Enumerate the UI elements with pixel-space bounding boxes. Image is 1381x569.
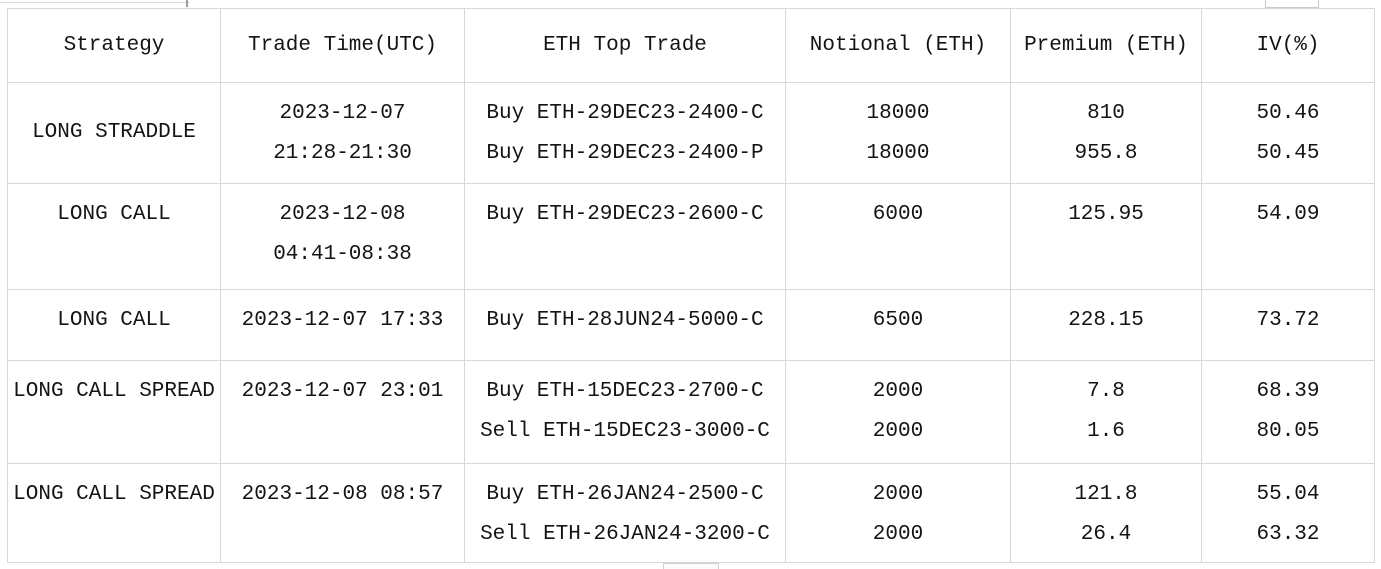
trade-time-cell[interactable]: 2023-12-07 21:28-21:30 xyxy=(221,83,465,184)
trade-cell[interactable]: Buy ETH-29DEC23-2600-C xyxy=(465,184,786,290)
trade-cell-line: Sell ETH-15DEC23-3000-C xyxy=(480,420,770,443)
trade-cell-line: Buy ETH-29DEC23-2400-P xyxy=(486,142,764,165)
table-grid: Strategy Trade Time(UTC) ETH Top Trade N… xyxy=(7,8,1375,563)
trade-time-cell[interactable]: 2023-12-07 17:33 xyxy=(221,290,465,361)
trade-cell-line: Buy ETH-28JUN24-5000-C xyxy=(486,309,764,332)
strategy-cell-line: LONG CALL SPREAD xyxy=(13,380,215,403)
notional-cell-line: 18000 xyxy=(866,142,930,165)
iv-cell[interactable]: 68.39 80.05 xyxy=(1202,361,1375,464)
strategy-cell-line: LONG STRADDLE xyxy=(32,121,196,144)
trade-time-cell[interactable]: 2023-12-07 23:01 xyxy=(221,361,465,464)
partial-cell-tick xyxy=(186,0,188,7)
strategy-cell[interactable]: LONG STRADDLE xyxy=(8,83,221,184)
partial-cell-bottom xyxy=(663,563,719,569)
premium-cell-line: 7.8 xyxy=(1087,380,1125,403)
premium-cell-line: 955.8 xyxy=(1074,142,1138,165)
trade-time-cell-line: 04:41-08:38 xyxy=(273,243,412,266)
premium-cell-line: 228.15 xyxy=(1068,309,1144,332)
trade-cell[interactable]: Buy ETH-26JAN24-2500-C Sell ETH-26JAN24-3… xyxy=(465,464,786,563)
partial-cell-top-left xyxy=(0,0,190,3)
trade-cell-line: Sell ETH-26JAN24-3200-C xyxy=(480,523,770,546)
iv-cell[interactable]: 55.04 63.32 xyxy=(1202,464,1375,563)
premium-cell[interactable]: 810 955.8 xyxy=(1011,83,1202,184)
strategy-cell[interactable]: LONG CALL xyxy=(8,290,221,361)
header-eth-top-trade[interactable]: ETH Top Trade xyxy=(465,9,786,83)
notional-cell[interactable]: 6500 xyxy=(786,290,1011,361)
trade-time-cell-line: 2023-12-07 17:33 xyxy=(241,309,444,332)
notional-cell[interactable]: 2000 2000 xyxy=(786,361,1011,464)
premium-cell[interactable]: 228.15 xyxy=(1011,290,1202,361)
header-iv[interactable]: IV(%) xyxy=(1202,9,1375,83)
notional-cell-line: 2000 xyxy=(872,523,924,546)
trade-cell[interactable]: Buy ETH-28JUN24-5000-C xyxy=(465,290,786,361)
strategy-cell-line: LONG CALL SPREAD xyxy=(13,483,215,506)
trade-cell-line: Buy ETH-26JAN24-2500-C xyxy=(486,483,764,506)
trade-cell[interactable]: Buy ETH-15DEC23-2700-C Sell ETH-15DEC23-3… xyxy=(465,361,786,464)
premium-cell[interactable]: 125.95 xyxy=(1011,184,1202,290)
trade-time-cell-line: 21:28-21:30 xyxy=(273,142,412,165)
notional-cell[interactable]: 2000 2000 xyxy=(786,464,1011,563)
trade-time-cell-line: 2023-12-08 08:57 xyxy=(241,483,444,506)
trade-cell-line: Buy ETH-29DEC23-2400-C xyxy=(486,102,764,125)
iv-cell-line: 55.04 xyxy=(1256,483,1320,506)
trade-time-cell-line: 2023-12-07 xyxy=(279,102,406,125)
strategy-cell[interactable]: LONG CALL SPREAD xyxy=(8,361,221,464)
strategy-cell-line: LONG CALL xyxy=(57,203,171,226)
trade-time-cell-line: 2023-12-07 23:01 xyxy=(241,380,444,403)
iv-cell-line: 68.39 xyxy=(1256,380,1320,403)
header-strategy[interactable]: Strategy xyxy=(8,9,221,83)
notional-cell-line: 2000 xyxy=(872,420,924,443)
header-trade-time[interactable]: Trade Time(UTC) xyxy=(221,9,465,83)
iv-cell-line: 50.45 xyxy=(1256,142,1320,165)
trade-cell-line: Buy ETH-15DEC23-2700-C xyxy=(486,380,764,403)
trade-time-cell[interactable]: 2023-12-08 08:57 xyxy=(221,464,465,563)
notional-cell[interactable]: 6000 xyxy=(786,184,1011,290)
trade-cell-line: Buy ETH-29DEC23-2600-C xyxy=(486,203,764,226)
premium-cell-line: 121.8 xyxy=(1074,483,1138,506)
iv-cell-line: 50.46 xyxy=(1256,102,1320,125)
iv-cell[interactable]: 50.46 50.45 xyxy=(1202,83,1375,184)
strategy-cell-line: LONG CALL xyxy=(57,309,171,332)
premium-cell-line: 810 xyxy=(1087,102,1125,125)
premium-cell[interactable]: 7.8 1.6 xyxy=(1011,361,1202,464)
strategy-cell[interactable]: LONG CALL xyxy=(8,184,221,290)
notional-cell-line: 6500 xyxy=(872,309,924,332)
iv-cell-line: 54.09 xyxy=(1256,203,1320,226)
trade-time-cell-line: 2023-12-08 xyxy=(279,203,406,226)
iv-cell[interactable]: 54.09 xyxy=(1202,184,1375,290)
trade-time-cell[interactable]: 2023-12-08 04:41-08:38 xyxy=(221,184,465,290)
strategy-cell[interactable]: LONG CALL SPREAD xyxy=(8,464,221,563)
header-notional[interactable]: Notional (ETH) xyxy=(786,9,1011,83)
notional-cell-line: 2000 xyxy=(872,483,924,506)
options-trade-table: Strategy Trade Time(UTC) ETH Top Trade N… xyxy=(7,8,1375,563)
trade-cell[interactable]: Buy ETH-29DEC23-2400-C Buy ETH-29DEC23-24… xyxy=(465,83,786,184)
iv-cell-line: 73.72 xyxy=(1256,309,1320,332)
notional-cell-line: 18000 xyxy=(866,102,930,125)
partial-cell-top-right xyxy=(1265,0,1319,8)
iv-cell[interactable]: 73.72 xyxy=(1202,290,1375,361)
header-premium[interactable]: Premium (ETH) xyxy=(1011,9,1202,83)
notional-cell[interactable]: 18000 18000 xyxy=(786,83,1011,184)
notional-cell-line: 2000 xyxy=(872,380,924,403)
premium-cell-line: 1.6 xyxy=(1087,420,1125,443)
iv-cell-line: 80.05 xyxy=(1256,420,1320,443)
iv-cell-line: 63.32 xyxy=(1256,523,1320,546)
premium-cell[interactable]: 121.8 26.4 xyxy=(1011,464,1202,563)
notional-cell-line: 6000 xyxy=(872,203,924,226)
premium-cell-line: 26.4 xyxy=(1080,523,1132,546)
premium-cell-line: 125.95 xyxy=(1068,203,1144,226)
